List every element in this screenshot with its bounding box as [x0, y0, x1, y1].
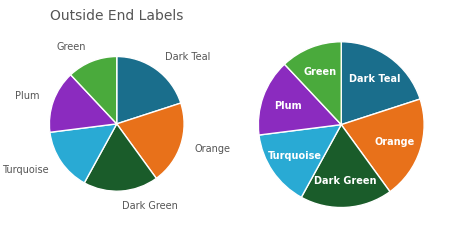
Wedge shape [341, 42, 420, 125]
Text: Plum: Plum [15, 91, 40, 101]
Wedge shape [301, 125, 390, 208]
Text: Turquoise: Turquoise [2, 165, 49, 175]
Wedge shape [285, 42, 341, 125]
Wedge shape [117, 103, 184, 178]
Wedge shape [258, 64, 341, 135]
Text: Turquoise: Turquoise [268, 151, 321, 161]
Wedge shape [50, 124, 117, 183]
Text: Orange: Orange [375, 137, 415, 147]
Text: Dark Teal: Dark Teal [165, 52, 211, 62]
Text: Dark Green: Dark Green [313, 176, 376, 186]
Wedge shape [49, 75, 117, 132]
Text: Green: Green [304, 67, 337, 77]
Text: Green: Green [57, 42, 87, 53]
Wedge shape [84, 124, 156, 191]
Text: Orange: Orange [195, 144, 231, 154]
Wedge shape [259, 125, 341, 197]
Wedge shape [117, 57, 181, 124]
Wedge shape [70, 57, 117, 124]
Text: Dark Green: Dark Green [122, 201, 178, 211]
Title: Outside End Labels: Outside End Labels [50, 9, 184, 23]
Text: Dark Teal: Dark Teal [348, 74, 400, 84]
Text: Plum: Plum [274, 100, 302, 111]
Title: Inside End Labels: Inside End Labels [281, 0, 402, 1]
Wedge shape [341, 99, 424, 192]
